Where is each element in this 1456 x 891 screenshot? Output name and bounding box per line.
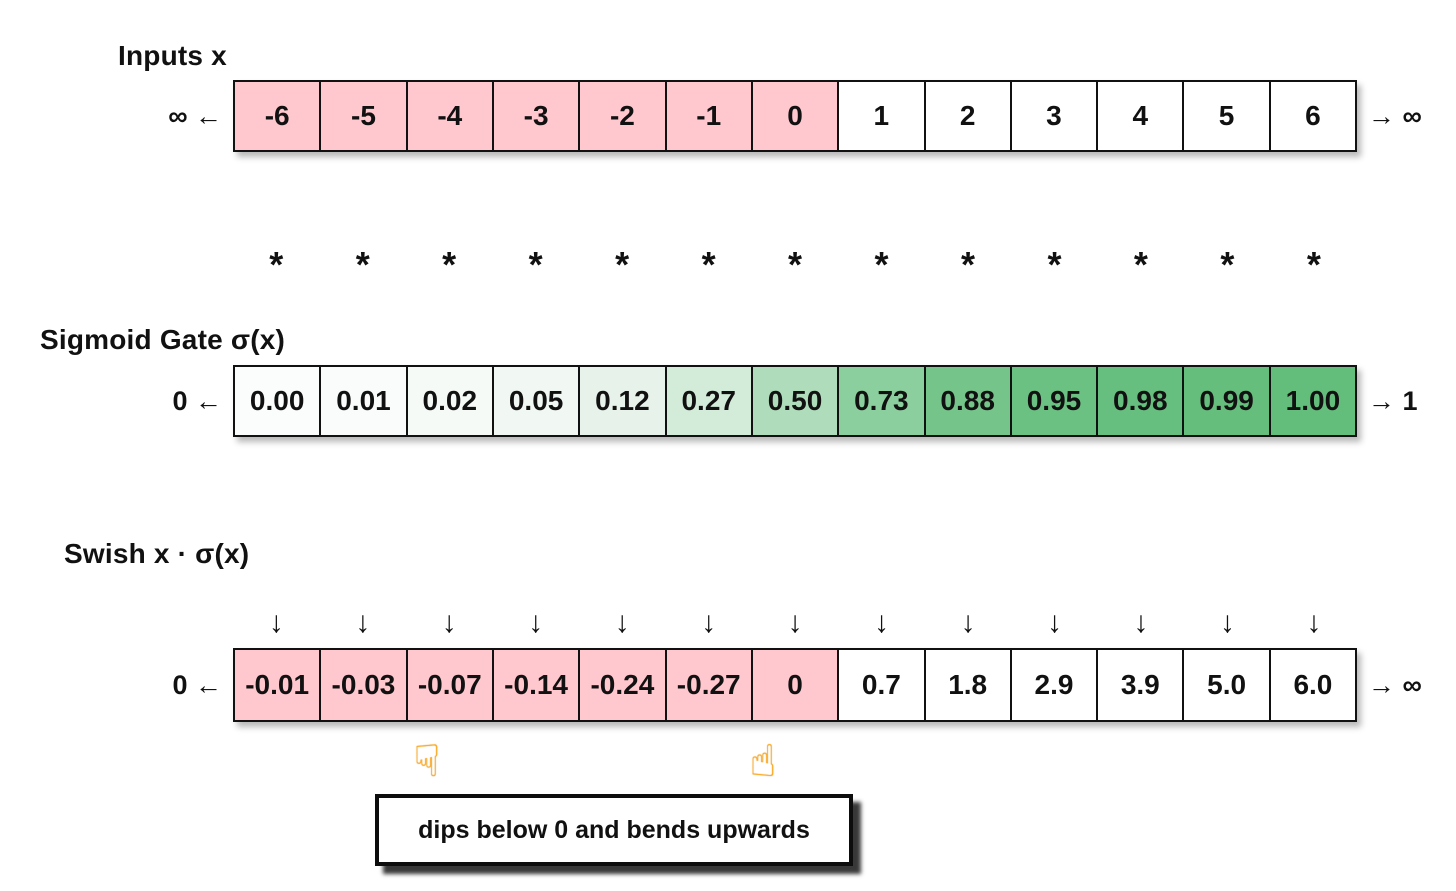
multiply-asterisk: * <box>355 244 370 285</box>
down-arrow-icon: ↓ <box>614 606 630 639</box>
down-arrow-icon: ↓ <box>441 606 457 639</box>
inputs-cell: 5 <box>1182 82 1269 150</box>
swish-cell: 1.8 <box>923 650 1010 720</box>
swish-cell: -0.07 <box>405 650 492 720</box>
multiply-asterisk: * <box>1220 244 1235 285</box>
down-arrow-icon: ↓ <box>874 606 890 639</box>
sigmoid-cell: 0.98 <box>1096 367 1183 435</box>
down-arrow-icon: ↓ <box>787 606 803 639</box>
inputs-cell: 3 <box>1009 82 1097 150</box>
inputs-cell: 4 <box>1096 82 1183 150</box>
sigmoid-cells: 0.00 0.01 0.02 0.05 0.12 0.27 0.50 0.73 0.88 0.95… <box>233 365 1357 437</box>
multiply-asterisk: * <box>1047 244 1062 285</box>
multiply-asterisk: * <box>528 244 543 285</box>
inputs-cell: -6 <box>235 82 320 150</box>
multiply-row: * * * * * * * * * * * * * <box>233 244 1357 286</box>
sigmoid-one-label: → 1 <box>1368 385 1418 416</box>
inputs-cells: -6 -5 -4 -3 -2 -1 0 1 2 3 4 5 6 <box>233 80 1357 152</box>
down-arrow-icon: ↓ <box>355 606 371 639</box>
sigmoid-zero-label: 0 ← <box>172 385 222 416</box>
sigmoid-cell: 0.05 <box>491 367 579 435</box>
sigmoid-cell: 0.88 <box>923 367 1010 435</box>
multiply-asterisk: * <box>788 244 803 285</box>
inputs-cell: -2 <box>578 82 665 150</box>
sigmoid-cell: 0.95 <box>1009 367 1097 435</box>
down-arrow-icon: ↓ <box>1046 606 1062 639</box>
inputs-cell: 1 <box>837 82 924 150</box>
sigmoid-cell: 0.01 <box>319 367 406 435</box>
swish-cell: -0.24 <box>578 650 665 720</box>
swish-cells: -0.01 -0.03 -0.07 -0.14 -0.24 -0.27 0 0.7 1.8 2.9… <box>233 648 1357 722</box>
inputs-cell: 0 <box>750 82 838 150</box>
swish-zero-label: 0 ← <box>172 669 222 700</box>
pointing-up-hand-icon: ☝ <box>749 737 777 786</box>
multiply-asterisk: * <box>960 244 975 285</box>
swish-cell: -0.27 <box>664 650 751 720</box>
callout-text: dips below 0 and bends upwards <box>418 815 810 844</box>
inputs-cell: -5 <box>319 82 406 150</box>
down-arrow-icon: ↓ <box>268 606 284 639</box>
multiply-asterisk: * <box>269 244 284 285</box>
swish-cell: 0.7 <box>837 650 924 720</box>
down-arrow-icon: ↓ <box>528 606 544 639</box>
sigmoid-cell: 0.99 <box>1182 367 1269 435</box>
sigmoid-cell: 0.73 <box>837 367 924 435</box>
maps-to-row: ↓ ↓ ↓ ↓ ↓ ↓ ↓ ↓ ↓ ↓ ↓ ↓ ↓ <box>233 603 1357 643</box>
sigmoid-cell: 1.00 <box>1268 367 1356 435</box>
swish-cell: -0.14 <box>491 650 579 720</box>
swish-cell: 2.9 <box>1009 650 1097 720</box>
inputs-cell: -3 <box>491 82 579 150</box>
swish-cell: 0 <box>750 650 838 720</box>
sigmoid-cell: 0.50 <box>750 367 838 435</box>
down-arrow-icon: ↓ <box>1133 606 1149 639</box>
inputs-cell: 2 <box>923 82 1010 150</box>
swish-infinity-label: → ∞ <box>1368 669 1422 700</box>
inputs-cell: -1 <box>664 82 751 150</box>
sigmoid-cell: 0.00 <box>235 367 320 435</box>
swish-cell: -0.03 <box>319 650 406 720</box>
multiply-asterisk: * <box>1306 244 1321 285</box>
swish-cell: 5.0 <box>1182 650 1269 720</box>
down-arrow-icon: ↓ <box>701 606 717 639</box>
swish-row-label: Swish x · σ(x) <box>64 538 250 569</box>
sigmoid-row-label: Sigmoid Gate σ(x) <box>40 324 286 355</box>
inputs-cell: 6 <box>1268 82 1356 150</box>
swish-cell: -0.01 <box>235 650 320 720</box>
callout-box: dips below 0 and bends upwards <box>375 794 853 866</box>
multiply-asterisk: * <box>615 244 630 285</box>
multiply-asterisk: * <box>701 244 716 285</box>
inputs-row-label: Inputs x <box>118 40 227 71</box>
swish-cell: 3.9 <box>1096 650 1183 720</box>
multiply-asterisk: * <box>874 244 889 285</box>
swish-cell: 6.0 <box>1268 650 1356 720</box>
down-arrow-icon: ↓ <box>960 606 976 639</box>
sigmoid-cell: 0.02 <box>405 367 492 435</box>
down-arrow-icon: ↓ <box>1219 606 1235 639</box>
inputs-neg-infinity-label: ∞ ← <box>168 100 222 131</box>
multiply-asterisk: * <box>1133 244 1148 285</box>
inputs-pos-infinity-label: → ∞ <box>1368 100 1422 131</box>
sigmoid-cell: 0.27 <box>664 367 751 435</box>
inputs-cell: -4 <box>405 82 492 150</box>
multiply-asterisk: * <box>442 244 457 285</box>
pointing-down-hand-icon: ☟ <box>413 737 441 786</box>
down-arrow-icon: ↓ <box>1306 606 1322 639</box>
sigmoid-cell: 0.12 <box>578 367 665 435</box>
